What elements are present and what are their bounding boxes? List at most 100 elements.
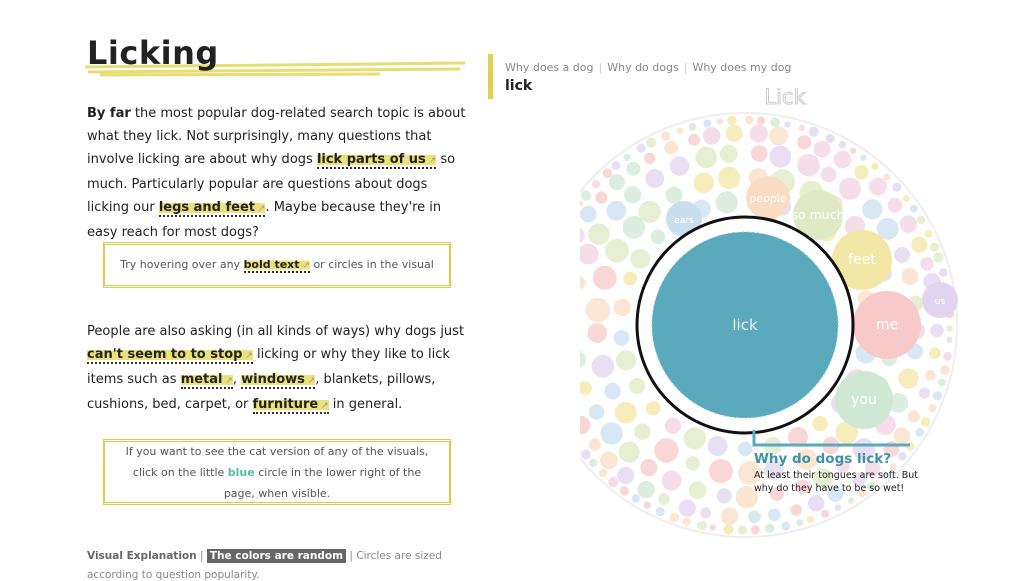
bubble[interactable] (624, 186, 642, 204)
bubble[interactable] (720, 507, 739, 526)
bubble[interactable] (929, 347, 941, 359)
bubble[interactable] (836, 459, 850, 473)
bubble[interactable] (587, 323, 608, 343)
bubble[interactable] (611, 161, 621, 171)
bubble[interactable] (938, 268, 948, 277)
bubble[interactable] (666, 201, 702, 237)
bubble[interactable] (669, 156, 690, 176)
bubble[interactable] (580, 226, 585, 245)
bubble[interactable] (744, 115, 754, 125)
bubble[interactable] (838, 177, 862, 200)
bubble[interactable] (661, 131, 671, 141)
bubble[interactable] (770, 117, 781, 128)
bubble[interactable] (592, 265, 617, 290)
bubble[interactable] (769, 145, 792, 168)
tab[interactable]: Why do dogs (607, 61, 679, 74)
bubble[interactable] (835, 421, 858, 444)
bubble[interactable] (898, 368, 919, 389)
bubble[interactable] (871, 162, 879, 170)
bubble[interactable] (911, 236, 928, 253)
bubble[interactable] (750, 525, 760, 535)
bubble[interactable] (827, 486, 844, 503)
bubble[interactable] (622, 215, 646, 239)
bubble[interactable] (697, 520, 707, 531)
bubble[interactable] (634, 423, 651, 440)
bubble[interactable] (790, 504, 803, 516)
bubble[interactable] (628, 377, 646, 395)
bubble[interactable] (838, 141, 847, 149)
bubble[interactable] (924, 229, 933, 238)
bubble[interactable] (726, 115, 737, 126)
bubble[interactable] (595, 191, 608, 204)
bubble[interactable] (769, 486, 784, 502)
bubble[interactable] (580, 205, 597, 223)
bubble[interactable] (605, 238, 629, 263)
bubble[interactable] (637, 480, 655, 499)
bubble[interactable] (703, 119, 712, 128)
bubble[interactable] (608, 174, 625, 191)
bubble[interactable] (832, 230, 892, 290)
bubble[interactable] (883, 173, 891, 181)
bubble[interactable] (695, 146, 717, 169)
bubble[interactable] (580, 449, 591, 460)
bubble[interactable] (795, 479, 811, 495)
bubble[interactable] (614, 401, 637, 424)
bubble[interactable] (623, 153, 631, 161)
bubble[interactable] (768, 126, 788, 146)
bubble[interactable] (937, 378, 946, 387)
bubble[interactable] (920, 417, 931, 427)
bubble[interactable] (685, 456, 700, 471)
bubble[interactable] (902, 195, 910, 202)
bubble[interactable] (854, 165, 869, 180)
bubble[interactable] (580, 275, 586, 290)
bubble[interactable] (850, 147, 857, 154)
bubble[interactable] (765, 523, 775, 534)
bubble[interactable] (812, 415, 828, 432)
bubble[interactable] (887, 197, 903, 213)
bubble[interactable] (715, 191, 738, 214)
bubble[interactable] (869, 177, 887, 196)
bubble[interactable] (834, 504, 842, 511)
bubble[interactable] (787, 427, 809, 448)
bubble[interactable] (683, 427, 706, 450)
bubble[interactable] (588, 223, 610, 245)
bubble[interactable] (894, 246, 911, 263)
bubble[interactable] (604, 382, 621, 400)
link[interactable]: can't seem to to stop (87, 347, 253, 364)
bubble[interactable] (640, 458, 658, 477)
bubble[interactable] (943, 351, 953, 361)
bubble[interactable] (756, 116, 766, 125)
bubble[interactable] (708, 458, 733, 484)
bubble[interactable] (915, 428, 924, 437)
bubble[interactable] (580, 243, 599, 265)
bubble[interactable] (688, 481, 707, 500)
bubble[interactable] (833, 150, 852, 169)
bubble[interactable] (916, 215, 926, 225)
bubble[interactable] (795, 449, 818, 471)
bubble[interactable] (813, 140, 831, 158)
bubble[interactable] (738, 460, 762, 485)
bubble[interactable] (650, 229, 666, 245)
bubble[interactable] (867, 481, 876, 491)
bubble[interactable] (767, 508, 781, 522)
bubble[interactable] (619, 486, 629, 496)
bubble[interactable] (664, 140, 678, 155)
bubble[interactable] (623, 271, 637, 286)
bubble[interactable] (702, 127, 721, 145)
bubble[interactable] (585, 297, 610, 323)
bubble[interactable] (693, 172, 714, 194)
bubble[interactable] (631, 494, 641, 503)
bubble[interactable] (748, 510, 761, 524)
link[interactable]: furniture (252, 397, 329, 414)
bubble[interactable] (784, 121, 791, 128)
bubble[interactable] (613, 298, 631, 317)
bubble[interactable] (617, 466, 635, 485)
bubble[interactable] (645, 169, 665, 188)
bubble[interactable] (591, 180, 601, 189)
link[interactable]: legs and feet (158, 200, 266, 217)
bubble[interactable] (723, 524, 734, 535)
bubble[interactable] (797, 153, 820, 177)
link[interactable]: lick parts of us (316, 152, 437, 169)
link[interactable]: metal (180, 372, 233, 389)
bubble[interactable] (615, 350, 637, 371)
